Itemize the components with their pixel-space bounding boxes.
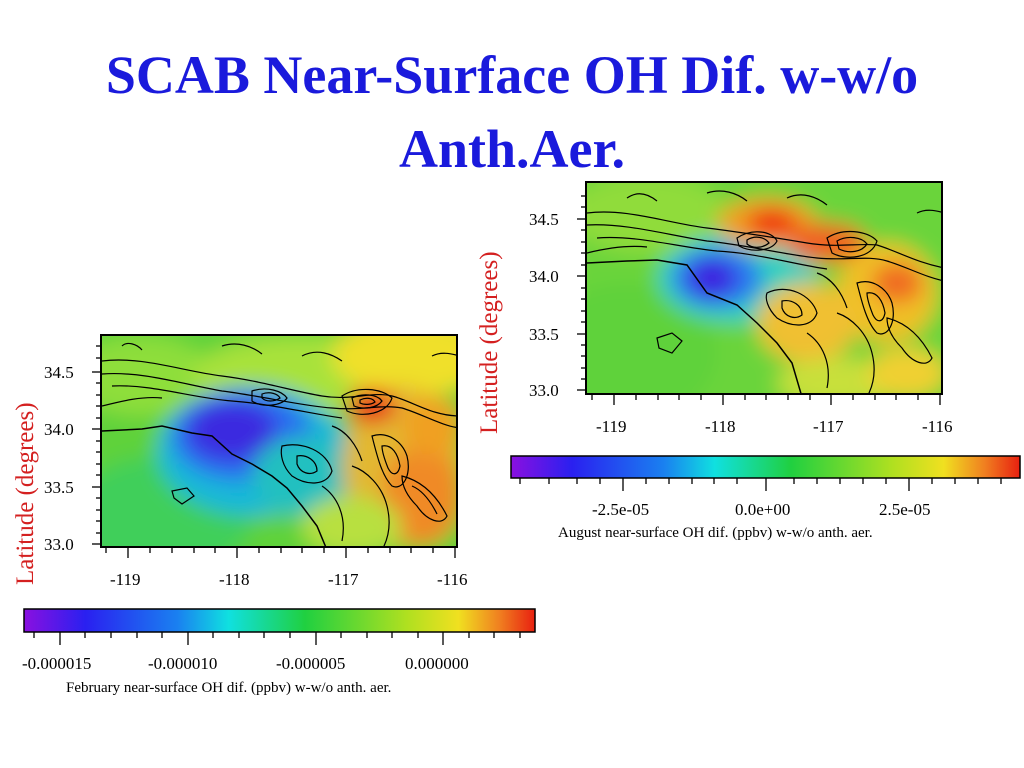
feb-cbar-tick-2: -0.000005 bbox=[276, 654, 346, 673]
feb-xtick-118: -118 bbox=[219, 570, 250, 589]
feb-xtick-117: -117 bbox=[328, 570, 359, 589]
aug-colorbar-title: August near-surface OH dif. (ppbv) w-w/o… bbox=[558, 525, 873, 541]
slide-title-line-1: SCAB Near-Surface OH Dif. w-w/o bbox=[105, 45, 919, 105]
february-map bbox=[100, 334, 458, 548]
feb-ytick-33-5: 33.5 bbox=[44, 478, 74, 497]
feb-xtick-119: -119 bbox=[110, 570, 141, 589]
aug-cbar-tick-2: 2.5e-05 bbox=[879, 500, 931, 519]
slide-title-line-2: Anth.Aer. bbox=[398, 119, 626, 179]
aug-ytick-33-0: 33.0 bbox=[529, 381, 559, 400]
feb-ytick-34-5: 34.5 bbox=[44, 363, 74, 382]
august-heatmap bbox=[587, 183, 941, 393]
feb-cbar-tick-0: -0.000015 bbox=[22, 654, 92, 673]
feb-ytick-34-0: 34.0 bbox=[44, 420, 74, 439]
aug-xtick-116: -116 bbox=[922, 417, 953, 436]
february-heatmap bbox=[102, 336, 456, 546]
feb-colorbar-title: February near-surface OH dif. (ppbv) w-w… bbox=[66, 680, 392, 696]
aug-cbar-tick-1: 0.0e+00 bbox=[735, 500, 791, 519]
aug-xtick-117: -117 bbox=[813, 417, 844, 436]
aug-cbar-tick-0: -2.5e-05 bbox=[592, 500, 650, 519]
aug-xtick-118: -118 bbox=[705, 417, 736, 436]
feb-cbar-tick-3: 0.000000 bbox=[405, 654, 469, 673]
aug-y-axis-label: Latitude (degrees) bbox=[476, 251, 503, 434]
feb-xtick-116: -116 bbox=[437, 570, 468, 589]
feb-cbar-tick-1: -0.000010 bbox=[148, 654, 218, 673]
feb-y-axis-label: Latitude (degrees) bbox=[12, 402, 39, 585]
feb-ytick-33-0: 33.0 bbox=[44, 535, 74, 554]
aug-ytick-34-5: 34.5 bbox=[529, 210, 559, 229]
august-map bbox=[585, 181, 943, 395]
aug-ytick-33-5: 33.5 bbox=[529, 325, 559, 344]
aug-ytick-34-0: 34.0 bbox=[529, 267, 559, 286]
aug-xtick-119: -119 bbox=[596, 417, 627, 436]
